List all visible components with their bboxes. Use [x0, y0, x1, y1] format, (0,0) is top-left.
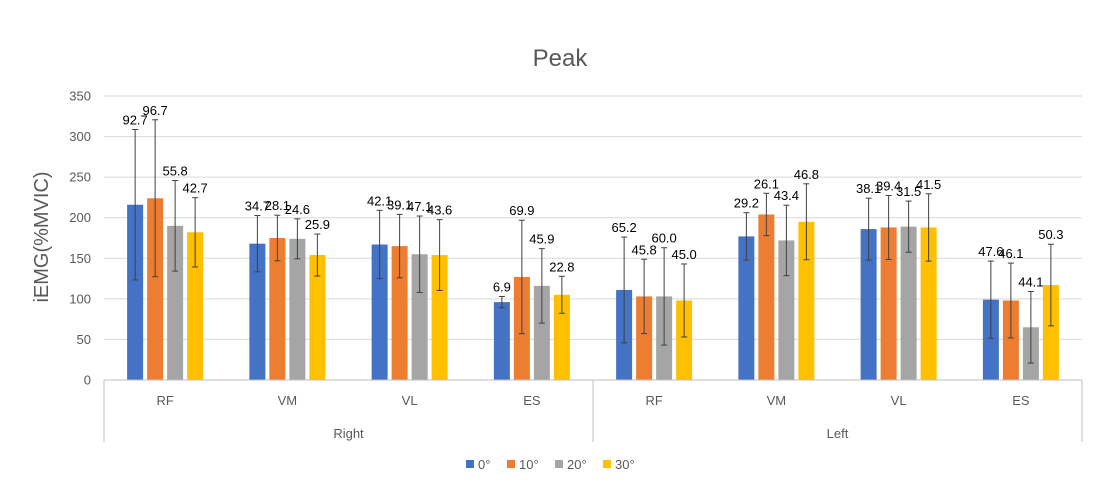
bar	[553, 294, 570, 380]
data-label: 46.1	[998, 246, 1023, 261]
data-label: 38.1	[856, 181, 881, 196]
bar	[493, 302, 510, 380]
bar	[1002, 300, 1019, 380]
data-label: 24.6	[285, 202, 310, 217]
legend-swatch	[507, 460, 515, 468]
bar	[269, 238, 286, 380]
bar	[982, 299, 999, 380]
data-label: 96.7	[142, 103, 167, 118]
y-axis-ticks: 0 50 100 150 200 250 300 350	[69, 89, 91, 388]
x-tick-label: RF	[645, 393, 662, 408]
x-tick-label: VM	[278, 393, 298, 408]
chart-title: Peak	[533, 45, 589, 72]
legend-entry: 30°	[615, 457, 635, 472]
bar	[289, 238, 306, 380]
data-label: 26.1	[754, 176, 779, 191]
data-label: 45.8	[631, 242, 656, 257]
data-label: 46.8	[794, 167, 819, 182]
data-label: 69.9	[509, 203, 534, 218]
y-tick-label: 150	[69, 251, 91, 266]
bar	[738, 236, 755, 380]
y-tick-label: 100	[69, 291, 91, 306]
data-label: 25.9	[305, 217, 330, 232]
legend-entry: 20°	[567, 457, 587, 472]
x-tick-label: RF	[156, 393, 173, 408]
data-label: 29.2	[734, 196, 759, 211]
x-group-label: Left	[827, 426, 849, 441]
data-label: 31.5	[896, 184, 921, 199]
bar	[167, 225, 184, 380]
bar	[431, 255, 448, 380]
bar	[860, 229, 877, 380]
legend-swatch	[603, 460, 611, 468]
bar	[676, 300, 693, 380]
y-tick-label: 300	[69, 129, 91, 144]
x-group-label: Right	[333, 426, 364, 441]
bar	[309, 255, 326, 380]
data-label: 22.8	[549, 259, 574, 274]
legend-swatch	[466, 460, 474, 468]
x-tick-label: VL	[402, 393, 418, 408]
bar	[778, 240, 795, 380]
legend-swatch	[555, 460, 563, 468]
legend: 0° 10° 20° 30°	[466, 457, 635, 472]
x-tick-label: VM	[767, 393, 787, 408]
data-label: 60.0	[651, 231, 676, 246]
bar	[636, 296, 653, 380]
data-label: 39.1	[387, 197, 412, 212]
bar	[900, 226, 917, 380]
x-axis: RF VM VL ES RF VM VL ES Right Left	[103, 379, 1083, 442]
gridlines	[104, 95, 1082, 340]
bar	[758, 214, 775, 380]
x-tick-label: ES	[1012, 393, 1030, 408]
data-label: 42.7	[182, 181, 207, 196]
bar	[147, 198, 164, 380]
y-tick-label: 350	[69, 89, 91, 104]
data-label: 65.2	[611, 220, 636, 235]
x-tick-label: VL	[891, 393, 907, 408]
bar	[880, 227, 897, 380]
bar	[187, 232, 204, 380]
bar	[533, 285, 550, 380]
y-axis-label: iEMG(%MVIC)	[31, 171, 53, 302]
data-label: 28.1	[265, 198, 290, 213]
bars	[127, 198, 1059, 380]
legend-entry: 0°	[478, 457, 490, 472]
data-label: 47.6	[978, 244, 1003, 259]
data-label: 45.0	[671, 247, 696, 262]
data-label: 42.1	[367, 193, 392, 208]
bar	[920, 227, 937, 380]
bar	[798, 221, 815, 380]
error-bars	[132, 119, 1054, 364]
data-label: 50.3	[1038, 227, 1063, 242]
bar	[371, 244, 388, 380]
bar	[391, 246, 408, 380]
data-label: 92.7	[122, 113, 147, 128]
data-label: 6.9	[493, 280, 511, 295]
data-label: 34.7	[245, 199, 270, 214]
y-tick-label: 200	[69, 210, 91, 225]
data-labels: 92.7 34.7 42.1 6.9 65.2 29.2 38.1 47.6 96.7 28.1 3…	[122, 103, 1063, 295]
y-tick-label: 0	[84, 373, 91, 388]
legend-entry: 10°	[519, 457, 539, 472]
bar	[127, 204, 144, 380]
x-tick-label: ES	[523, 393, 541, 408]
y-tick-label: 50	[77, 332, 91, 347]
data-label: 55.8	[162, 164, 187, 179]
data-label: 39.4	[876, 178, 901, 193]
data-label: 41.5	[916, 177, 941, 192]
data-label: 45.9	[529, 232, 554, 247]
data-label: 44.1	[1018, 274, 1043, 289]
data-label: 43.6	[427, 203, 452, 218]
y-tick-label: 250	[69, 170, 91, 185]
bar	[249, 243, 266, 380]
data-label: 47.1	[407, 199, 432, 214]
bar	[411, 254, 428, 380]
bar	[1042, 285, 1059, 380]
data-label: 43.4	[774, 188, 799, 203]
